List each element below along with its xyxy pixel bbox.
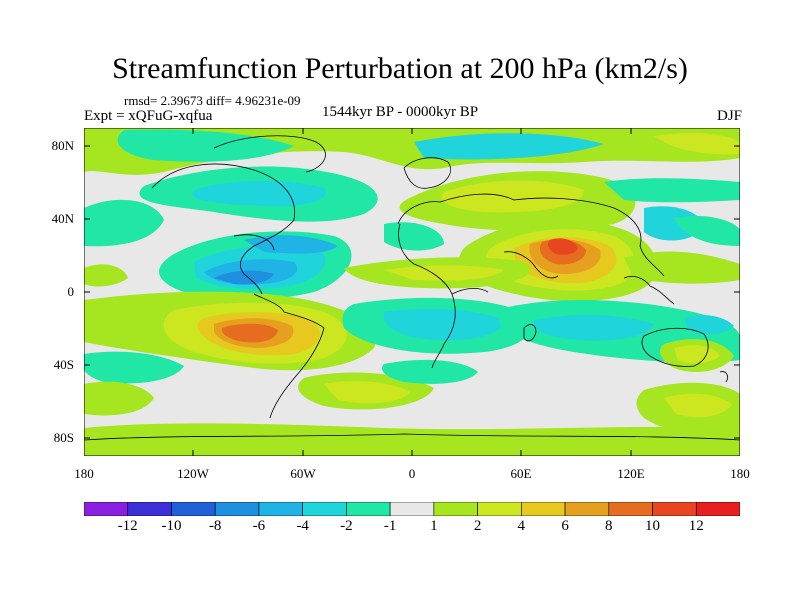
x-tick-label: 180: [730, 466, 750, 481]
plot-title: Streamfunction Perturbation at 200 hPa (…: [112, 52, 688, 85]
colorbar-label: -8: [208, 518, 222, 534]
x-tick-label: 120W: [177, 466, 209, 481]
experiment-label: Expt = xQFuG-xqfua: [84, 108, 213, 124]
x-tick-label: 60W: [290, 466, 316, 481]
y-tick-label: 80N: [51, 138, 74, 153]
colorbar-swatch: [214, 502, 260, 516]
colorbar-swatch: [127, 502, 172, 516]
period-label: 1544kyr BP - 0000kyr BP: [322, 104, 479, 120]
colorbar-swatch: [389, 502, 435, 516]
season-label: DJF: [716, 108, 742, 124]
colorbar-label: 10: [645, 518, 660, 534]
x-tick-label: 60E: [510, 466, 532, 481]
y-tick-label: 0: [67, 284, 75, 299]
colorbar-label: -1: [383, 518, 397, 534]
colorbar-swatch: [346, 502, 391, 516]
colorbar-swatch: [521, 502, 566, 516]
contour-fields: [84, 128, 740, 456]
colorbar: [84, 502, 740, 516]
colorbar-swatch: [695, 502, 740, 516]
coastlines: [84, 135, 740, 441]
colorbar-label: -6: [252, 518, 266, 534]
colorbar-label: 2: [473, 518, 482, 534]
y-tick-label: 40S: [53, 357, 74, 372]
colorbar-label: -2: [340, 518, 353, 534]
colorbar-swatch: [171, 502, 216, 516]
colorbar-label: 8: [605, 518, 613, 534]
colorbar-label: 12: [688, 518, 704, 534]
colorbar-label: 6: [561, 518, 569, 534]
x-tick-label: 180: [74, 466, 94, 481]
x-tick-label: 120E: [617, 466, 645, 481]
axis-ticks: [84, 128, 740, 456]
colorbar-swatch: [652, 502, 697, 516]
colorbar-swatch: [608, 502, 653, 516]
y-tick-label: 40N: [51, 211, 74, 226]
colorbar-swatch: [433, 502, 478, 516]
stats-text: rmsd= 2.39673 diff= 4.96231e-09: [124, 93, 301, 108]
colorbar-swatch: [564, 502, 610, 516]
colorbar-label: 1: [430, 518, 438, 534]
colorbar-swatch: [477, 502, 522, 516]
map-plot: [84, 128, 740, 456]
y-tick-label: 80S: [53, 430, 74, 445]
x-tick-label: 0: [408, 466, 416, 481]
colorbar-label: -4: [296, 518, 309, 534]
colorbar-label: -10: [161, 518, 182, 534]
colorbar-swatch: [84, 502, 129, 516]
colorbar-label: -12: [117, 518, 138, 534]
colorbar-label: 4: [517, 518, 526, 534]
colorbar-swatch: [258, 502, 303, 516]
colorbar-swatch: [302, 502, 347, 516]
